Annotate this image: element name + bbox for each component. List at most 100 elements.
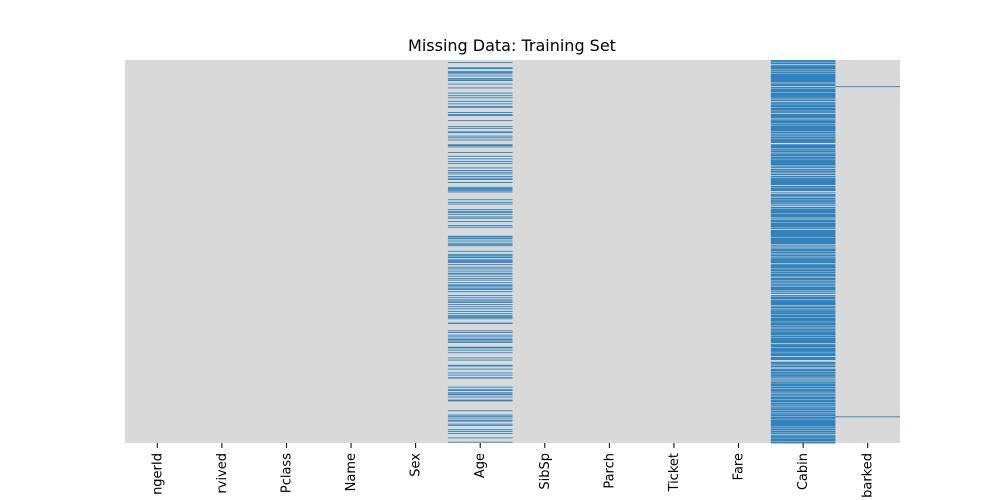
missing-cell-cabin [770,63,836,65]
missing-cell-age [447,256,513,258]
missing-cell-cabin [770,280,836,282]
missing-cell-cabin [770,188,836,189]
missing-cell-cabin [770,72,836,74]
missing-cell-cabin [770,412,836,414]
missing-cell-cabin [770,148,836,150]
missing-cell-age [447,114,513,116]
missing-cell-age [447,306,513,308]
missing-cell-age [447,390,513,392]
missing-cell-age [447,277,513,279]
missing-cell-cabin [770,264,836,269]
missing-cell-age [447,225,513,226]
missing-cell-cabin [770,317,836,322]
missing-cell-cabin [770,322,836,326]
missing-cell-age [447,264,513,266]
missing-cell-age [447,286,513,288]
missing-cell-age [447,415,513,417]
missing-cell-age [447,210,513,212]
missing-cell-cabin [770,70,836,72]
missing-cell-cabin [770,393,836,395]
missing-cell-age [447,437,513,439]
missing-cell-age [447,349,513,351]
missing-cell-cabin [770,312,836,315]
missing-cell-age [447,190,513,192]
missing-cell-age [447,289,513,291]
missing-cell-cabin [770,168,836,171]
missing-cell-cabin [770,258,836,260]
missing-cell-age [447,255,513,257]
missing-cell-age [447,173,513,175]
missing-cell-cabin [770,136,836,139]
missing-cell-cabin [770,131,836,134]
missing-cell-age [447,338,513,340]
missing-cell-cabin [770,222,836,228]
missing-cell-cabin [770,344,836,346]
missing-cell-age [447,201,513,203]
missing-cell-age [447,237,513,239]
chart-title: Missing Data: Training Set [408,36,616,55]
missing-cell-age [447,392,513,394]
missing-cell-age [447,311,513,312]
missing-cell-age [447,304,513,306]
missing-cell-cabin [770,388,836,390]
missing-cell-cabin [770,299,836,301]
missing-cell-age [447,135,513,137]
missing-cell-age [447,62,513,64]
missing-cell-age [447,336,513,338]
missing-cell-age [447,393,513,395]
missing-cell-cabin [770,205,836,207]
missing-cell-age [447,368,513,370]
missing-cell-age [447,302,513,303]
missing-cell-age [447,288,513,290]
missing-cell-age [447,179,513,180]
missing-cell-age [447,235,513,238]
missing-cell-cabin [770,248,836,252]
missing-cell-cabin [770,348,836,352]
missing-cell-age [447,272,513,274]
missing-cell-age [447,300,513,302]
missing-cell-cabin [770,399,836,403]
missing-cell-age [447,67,513,69]
missing-cell-age [447,357,513,359]
missing-cell-age [447,441,513,443]
missing-cell-cabin [770,335,836,338]
missing-cell-cabin [770,430,836,433]
missing-cell-age [447,262,513,263]
missing-cell-cabin [770,167,836,168]
missing-cell-cabin [770,203,836,205]
missing-cell-cabin [770,152,836,154]
missing-cell-age [447,161,513,162]
missing-cell-age [447,83,513,85]
missing-cell-age [447,417,513,419]
missing-cell-cabin [770,416,836,419]
missing-cell-age [447,72,513,73]
missing-cell-age [447,182,513,183]
missing-cell-age [447,341,513,343]
missing-cell-cabin [770,139,836,143]
missing-cell-age [447,291,513,293]
missing-cell-age [447,257,513,259]
missing-cell-age [447,132,513,134]
missing-cell-cabin [770,237,836,245]
missing-cell-cabin [770,364,836,366]
x-axis-ticks: ngerId rvived Pclass Name Sex Age SibSp Parch Ti… [150,443,876,498]
missing-cell-age [447,167,513,169]
missing-cell-age [447,295,513,297]
missing-cell-cabin [770,353,836,357]
missing-cell-cabin [770,365,836,367]
missing-cell-age [447,359,513,361]
missing-cell-cabin [770,102,836,104]
missing-cell-age [447,322,513,324]
missing-cell-cabin [770,135,836,137]
missing-cell-age [447,226,513,228]
missing-cell-cabin [770,274,836,277]
missing-cell-age [447,221,513,223]
missing-cell-age [447,259,513,261]
missing-cell-cabin [770,170,836,173]
missing-cell-age [447,87,513,89]
missing-cell-age [447,429,513,431]
missing-cell-cabin [770,338,836,344]
missing-cell-age [447,171,513,173]
missing-cell-cabin [770,159,836,166]
